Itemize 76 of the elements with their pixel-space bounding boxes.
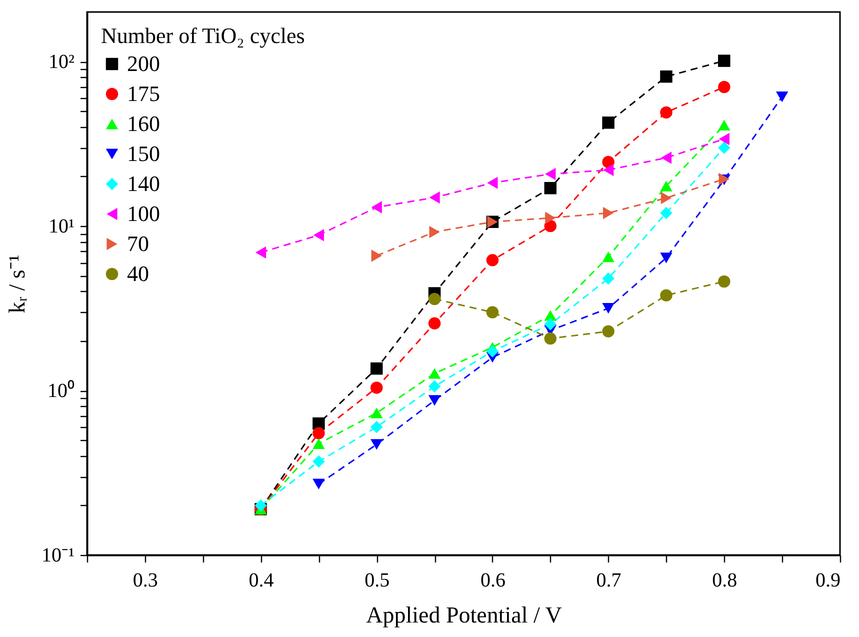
point [370, 382, 383, 394]
legend-label: 140 [127, 171, 160, 196]
point [371, 201, 382, 214]
point [370, 408, 383, 418]
point [660, 192, 672, 204]
legend-label: 200 [127, 51, 160, 76]
point [603, 164, 614, 176]
point [602, 156, 614, 168]
point [544, 220, 557, 232]
point [544, 182, 557, 194]
legend-label: 100 [127, 201, 160, 226]
legend-label: 40 [127, 261, 149, 286]
legend-label: 160 [127, 111, 160, 136]
point [486, 254, 499, 266]
point [254, 499, 267, 512]
point [312, 438, 325, 449]
point [602, 116, 614, 129]
y-axis-title: kᵣ / s⁻¹ [4, 254, 30, 314]
point [660, 180, 672, 192]
point [660, 152, 672, 164]
point [660, 289, 672, 302]
point [718, 132, 730, 146]
point [429, 226, 440, 238]
x-tick-label: 0.4 [248, 570, 274, 592]
y-tick-label: 10² [48, 51, 74, 74]
point [602, 303, 614, 314]
point [718, 80, 730, 94]
point [487, 176, 498, 189]
point [718, 54, 730, 67]
point [486, 306, 499, 318]
point [660, 206, 672, 220]
point [660, 252, 672, 264]
point [486, 345, 499, 358]
legend-label: 150 [127, 141, 160, 166]
point [660, 70, 672, 83]
x-tick-label: 0.7 [596, 570, 622, 592]
point [370, 439, 383, 450]
point [371, 250, 382, 262]
y-tick-label: 10⁰ [48, 379, 74, 402]
point [718, 142, 730, 154]
point [544, 318, 557, 330]
point [545, 212, 556, 224]
point [255, 246, 266, 259]
legend-label: 70 [127, 231, 149, 256]
point [370, 362, 383, 375]
point [660, 106, 672, 119]
point [370, 420, 383, 434]
point [544, 332, 557, 345]
point [428, 368, 441, 379]
y-tick-label: 10¹ [48, 216, 74, 238]
point [313, 229, 324, 242]
x-tick-label: 0.3 [132, 570, 158, 592]
point [602, 272, 614, 285]
x-axis-title: Applied Potential / V [366, 602, 562, 628]
point [312, 478, 325, 490]
point [428, 292, 441, 306]
x-tick-label: 0.5 [364, 570, 390, 592]
x-tick-label: 0.6 [480, 570, 506, 592]
point [602, 325, 614, 338]
point [776, 92, 788, 102]
point [312, 427, 325, 440]
legend-title: Number of TiO₂ cycles [101, 23, 305, 48]
point [312, 455, 325, 468]
y-tick-label: 10⁻¹ [42, 544, 74, 566]
point [428, 317, 441, 330]
x-tick-label: 0.9 [816, 570, 840, 592]
point [429, 191, 440, 204]
point [602, 251, 614, 262]
point [603, 206, 614, 220]
legend-label: 175 [127, 81, 160, 106]
point [545, 168, 556, 180]
x-tick-label: 0.8 [712, 570, 738, 592]
point [718, 120, 730, 131]
point [428, 380, 441, 392]
point [718, 275, 730, 288]
point [428, 395, 441, 406]
